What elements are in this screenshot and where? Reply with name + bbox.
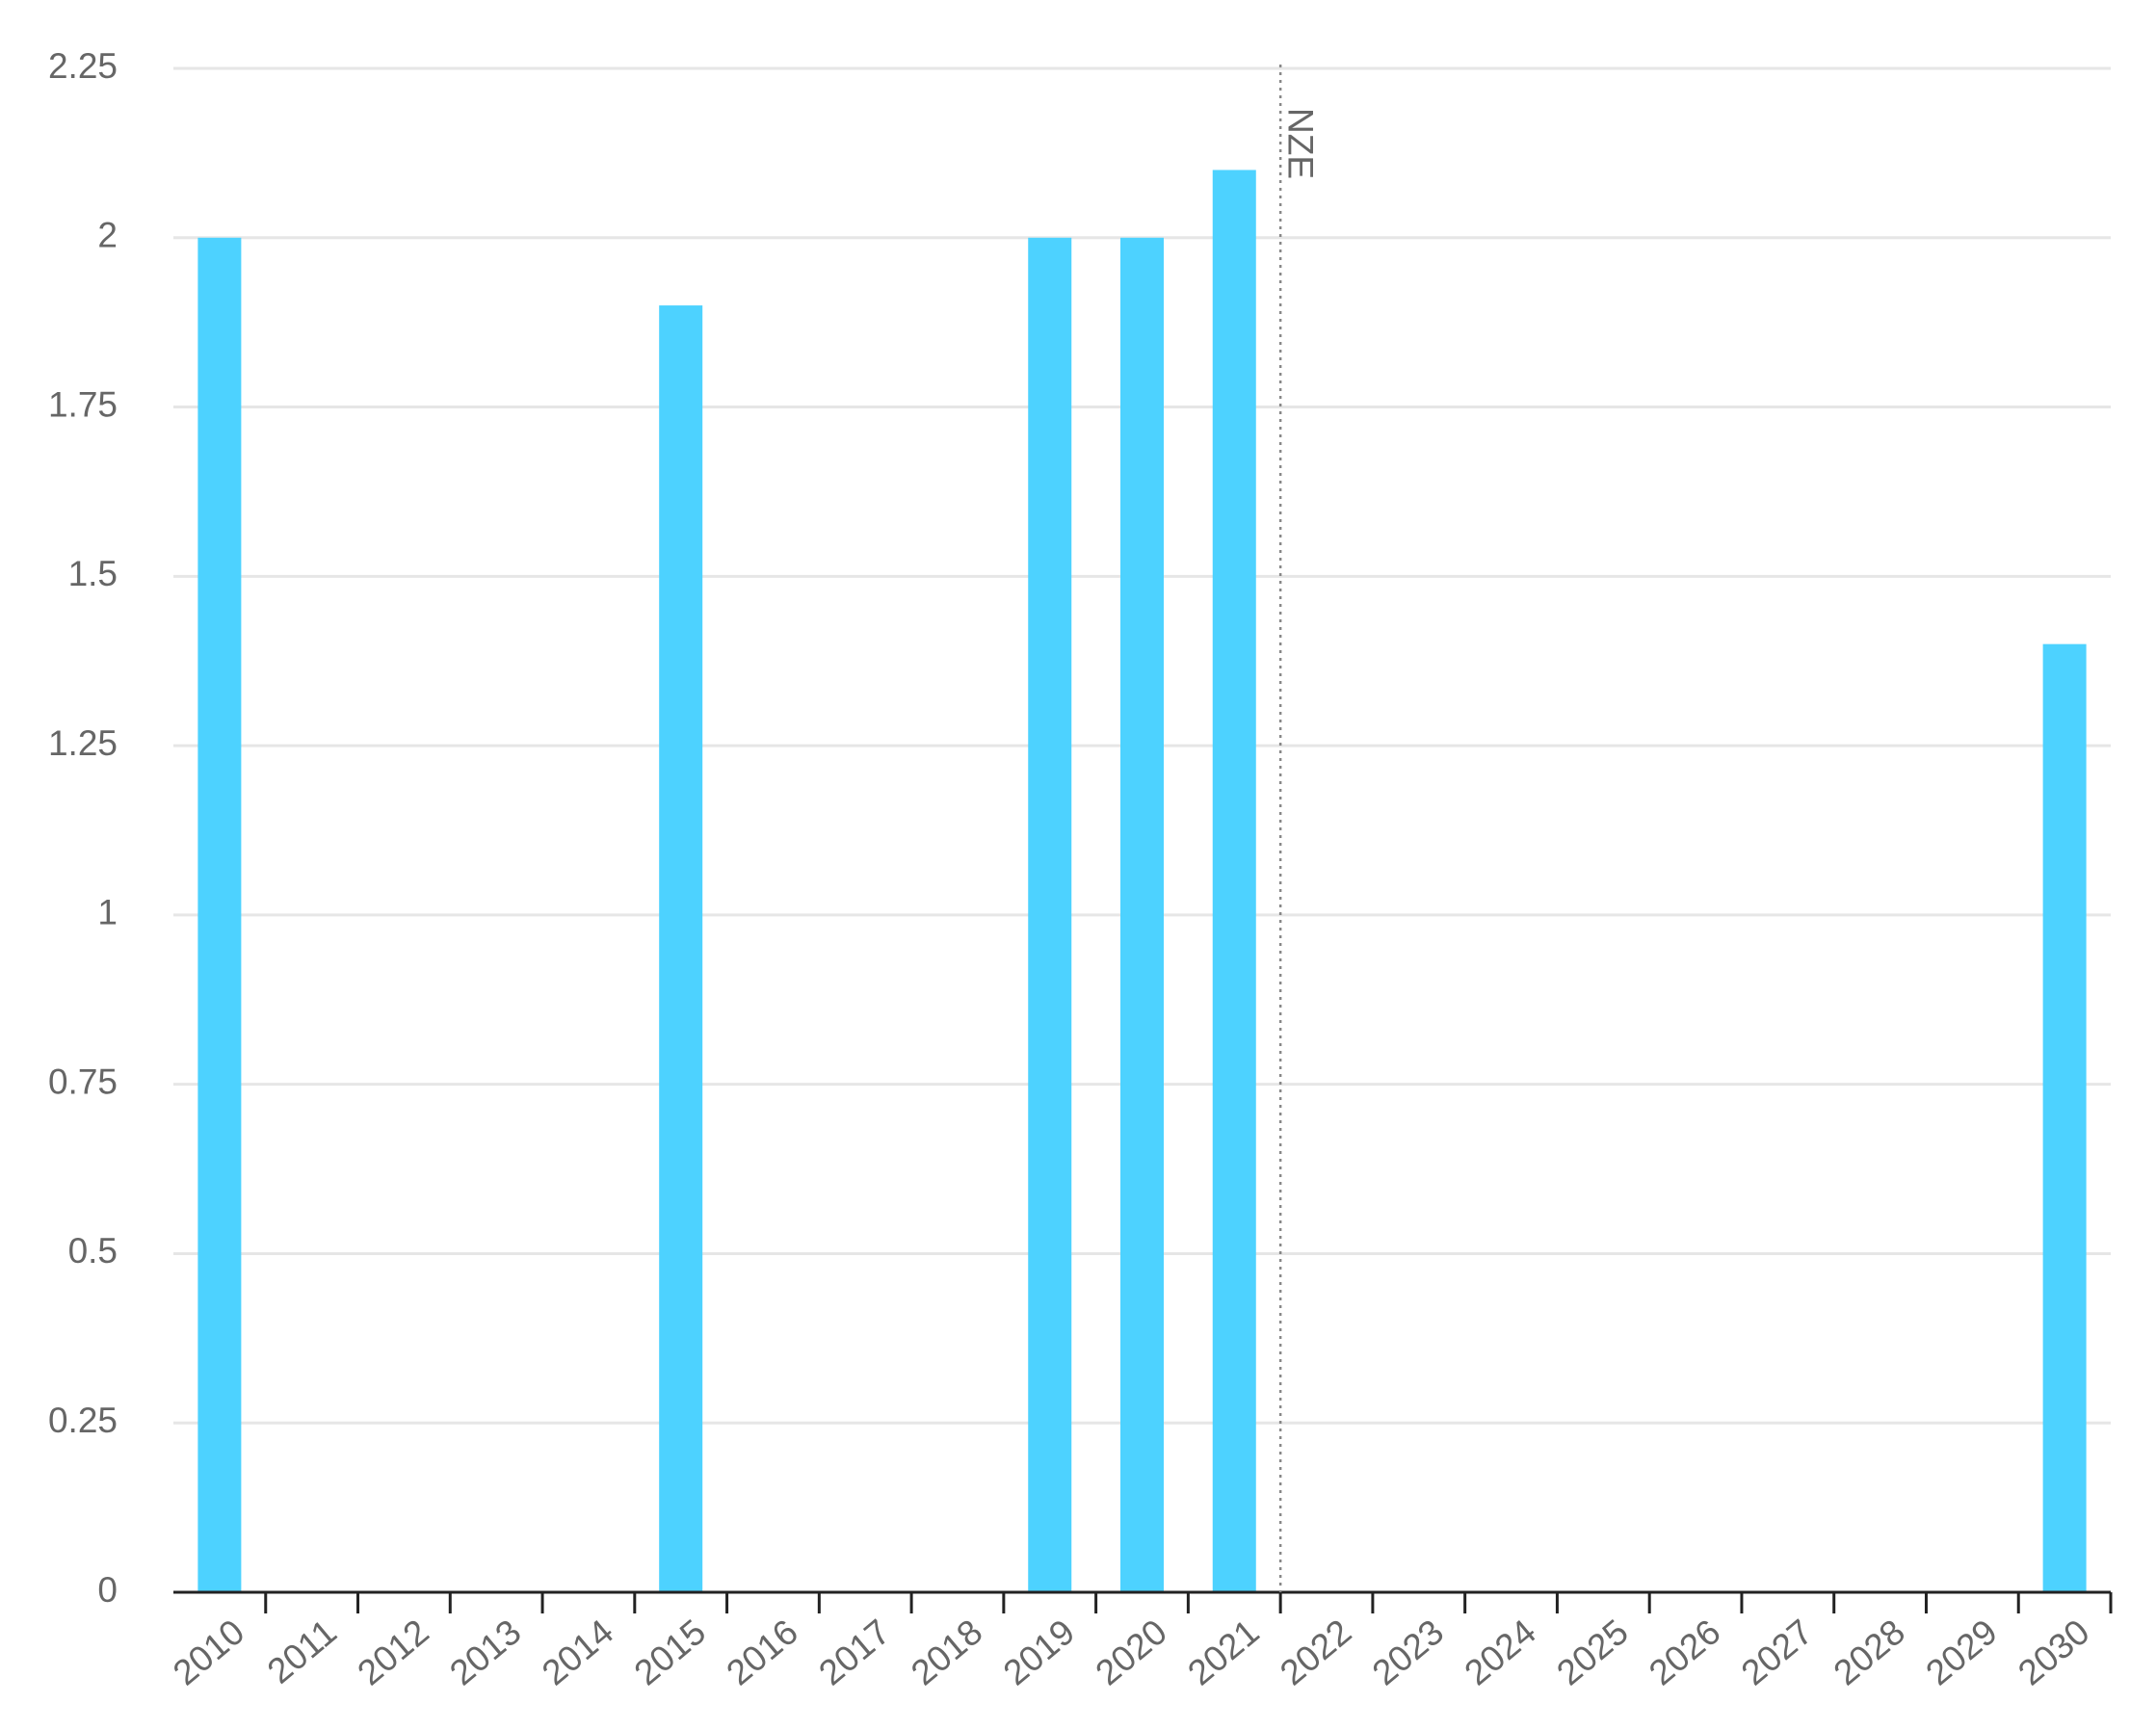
x-tick-label: 2029 <box>1918 1612 2004 1692</box>
annotation-label: NZE <box>1280 108 1320 179</box>
x-tick-label: 2030 <box>2011 1612 2096 1692</box>
x-tick-label: 2012 <box>350 1612 435 1692</box>
bar <box>659 305 703 1593</box>
x-tick-label: 2025 <box>1549 1612 1635 1692</box>
x-tick-label: 2018 <box>904 1612 989 1692</box>
x-tick-label: 2016 <box>719 1612 804 1692</box>
y-tick-label: 1.5 <box>68 554 118 593</box>
y-tick-label: 1 <box>97 893 118 932</box>
x-tick-label: 2022 <box>1273 1612 1358 1692</box>
x-tick-label: 2010 <box>166 1612 251 1692</box>
x-tick-label: 2011 <box>260 1612 344 1691</box>
x-tick-label: 2027 <box>1734 1612 1820 1692</box>
y-tick-label: 2 <box>97 216 118 255</box>
y-tick-label: 1.25 <box>48 723 118 763</box>
bar <box>1212 170 1256 1592</box>
bar <box>197 237 242 1592</box>
x-tick-label: 2021 <box>1180 1612 1266 1692</box>
x-tick-label: 2013 <box>442 1612 528 1692</box>
x-tick-label: 2024 <box>1458 1612 1543 1692</box>
x-tick-label: 2023 <box>1365 1612 1451 1692</box>
x-tick-label: 2019 <box>996 1612 1082 1692</box>
y-tick-label: 0.25 <box>48 1401 118 1440</box>
y-tick-label: 0.5 <box>68 1231 118 1271</box>
y-tick-label: 1.75 <box>48 384 118 424</box>
x-tick-label: 2020 <box>1089 1612 1174 1692</box>
bar <box>1119 237 1165 1592</box>
x-tick-label: 2017 <box>811 1612 897 1692</box>
x-tick-label: 2014 <box>535 1612 620 1692</box>
y-tick-label: 2.25 <box>48 46 118 86</box>
x-tick-label: 2026 <box>1642 1612 1727 1692</box>
y-tick-label: 0 <box>97 1570 118 1610</box>
bar <box>1028 237 1072 1592</box>
y-tick-label: 0.75 <box>48 1062 118 1101</box>
x-tick-label: 2028 <box>1827 1612 1912 1692</box>
x-tick-label: 2015 <box>627 1612 713 1692</box>
bar <box>2042 643 2087 1592</box>
